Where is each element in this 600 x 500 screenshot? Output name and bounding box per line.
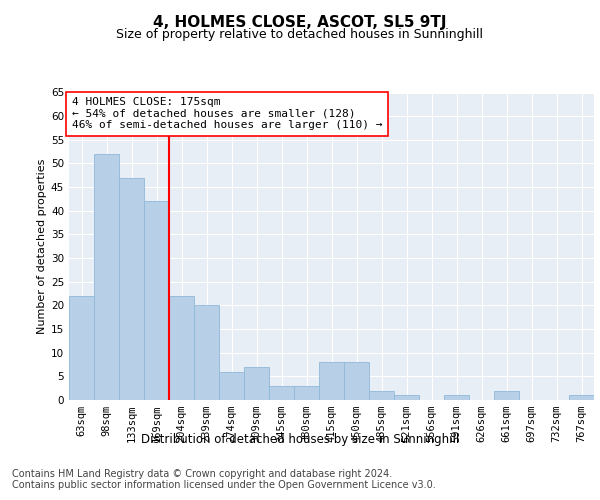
Bar [569, 396, 594, 400]
Y-axis label: Number of detached properties: Number of detached properties [37, 158, 47, 334]
Text: 4, HOLMES CLOSE, ASCOT, SL5 9TJ: 4, HOLMES CLOSE, ASCOT, SL5 9TJ [153, 15, 447, 30]
Bar [194, 306, 219, 400]
Text: Distribution of detached houses by size in Sunninghill: Distribution of detached houses by size … [141, 432, 459, 446]
Text: Contains public sector information licensed under the Open Government Licence v3: Contains public sector information licen… [12, 480, 436, 490]
Bar [94, 154, 119, 400]
Bar [369, 390, 394, 400]
Text: 4 HOLMES CLOSE: 175sqm
← 54% of detached houses are smaller (128)
46% of semi-de: 4 HOLMES CLOSE: 175sqm ← 54% of detached… [71, 97, 382, 130]
Bar [319, 362, 344, 400]
Bar [494, 390, 519, 400]
Bar [244, 367, 269, 400]
Bar [344, 362, 369, 400]
Bar [144, 202, 169, 400]
Bar [394, 396, 419, 400]
Bar [219, 372, 244, 400]
Bar [269, 386, 294, 400]
Bar [119, 178, 144, 400]
Text: Contains HM Land Registry data © Crown copyright and database right 2024.: Contains HM Land Registry data © Crown c… [12, 469, 392, 479]
Bar [69, 296, 94, 400]
Bar [169, 296, 194, 400]
Bar [444, 396, 469, 400]
Text: Size of property relative to detached houses in Sunninghill: Size of property relative to detached ho… [116, 28, 484, 41]
Bar [294, 386, 319, 400]
